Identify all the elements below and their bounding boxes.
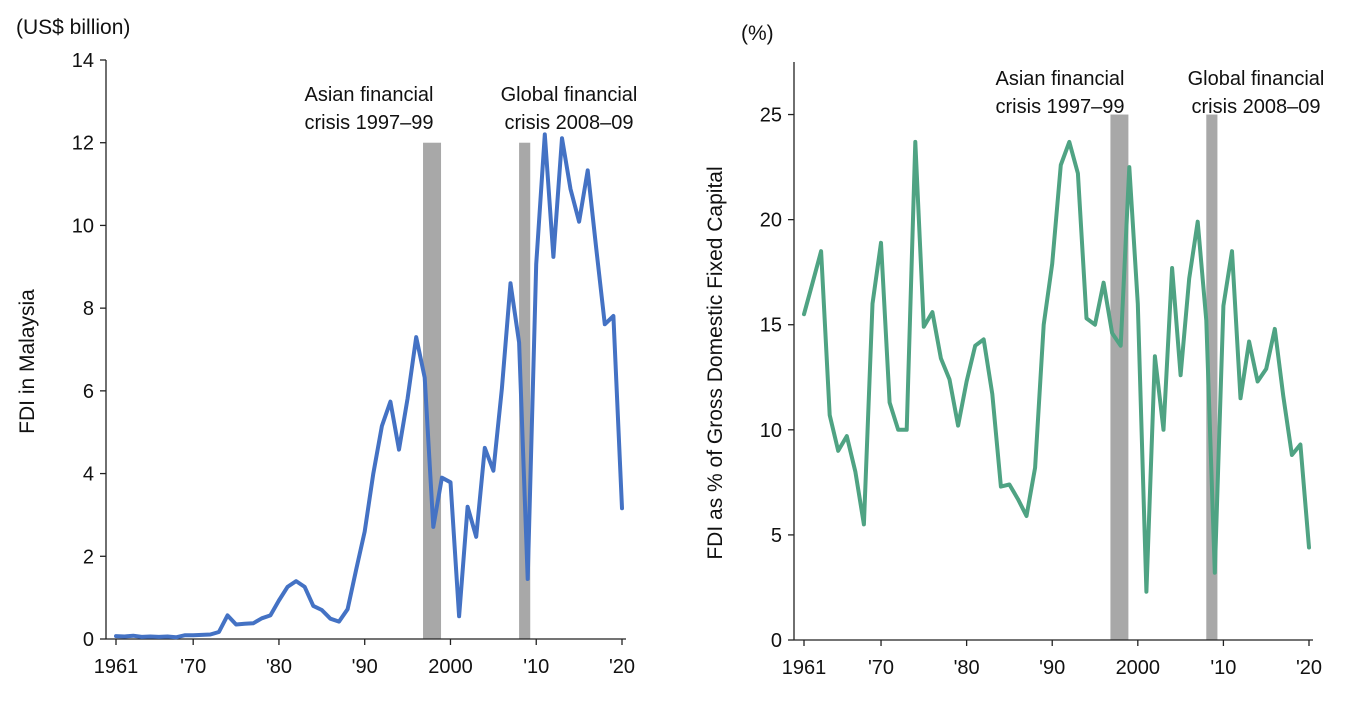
fdi-usd-chart: Asian financial crisis 1997–99 Global fina… <box>16 16 637 678</box>
y-tick-label: 20 <box>760 210 782 232</box>
crisis-label-line1: Global financial <box>501 84 638 106</box>
y-tick-label: 2 <box>83 546 94 568</box>
x-tick-label: '90 <box>1039 657 1065 679</box>
series-line <box>114 132 624 640</box>
fdi-gdfc-percent-chart: Asian financial crisis 1997–99 Global fina… <box>704 22 1324 679</box>
y-tick-label: 10 <box>760 420 782 442</box>
crisis-band-global <box>1206 114 1218 640</box>
y-tick-label: 25 <box>760 105 782 127</box>
unit-label: (%) <box>741 22 774 45</box>
crisis-label-line2: crisis 1997–99 <box>996 96 1125 118</box>
y-tick-label: 12 <box>72 133 94 155</box>
crisis-label-line1: Asian financial <box>996 68 1125 90</box>
y-axis-title: FDI as % of Gross Domestic Fixed Capital <box>704 166 727 559</box>
x-tick-label: '20 <box>1296 657 1322 679</box>
y-tick-label: 15 <box>760 315 782 337</box>
crisis-band-asian <box>1110 114 1129 640</box>
x-tick-label: '70 <box>868 657 894 679</box>
x-tick-label: '80 <box>266 656 292 678</box>
x-tick-label: 1961 <box>782 657 827 679</box>
y-tick-label: 0 <box>83 629 94 651</box>
y-tick-label: 10 <box>72 215 94 237</box>
unit-label: (US$ billion) <box>16 16 130 39</box>
x-tick-label: 1961 <box>94 656 139 678</box>
x-tick-label: 2000 <box>1116 657 1161 679</box>
y-axis-title: FDI in Malaysia <box>16 289 39 434</box>
y-tick-label: 6 <box>83 381 94 403</box>
y-tick-label: 5 <box>771 525 782 547</box>
y-tick-label: 8 <box>83 298 94 320</box>
series-line <box>802 139 1311 594</box>
crisis-label-line1: Global financial <box>1188 68 1325 90</box>
x-tick-label: '10 <box>1210 657 1236 679</box>
x-tick-label: '70 <box>180 656 206 678</box>
crisis-band-global <box>519 142 531 639</box>
x-tick-label: '10 <box>523 656 549 678</box>
y-tick-label: 4 <box>83 464 94 486</box>
x-tick-label: 2000 <box>428 656 473 678</box>
crisis-label-line2: crisis 2008–09 <box>505 112 634 134</box>
y-tick-label: 0 <box>771 630 782 652</box>
y-tick-label: 14 <box>72 50 94 72</box>
x-tick-label: '20 <box>609 656 635 678</box>
x-tick-label: '90 <box>352 656 378 678</box>
crisis-label-line2: crisis 2008–09 <box>1192 96 1321 118</box>
x-tick-label: '80 <box>954 657 980 679</box>
crisis-label-line2: crisis 1997–99 <box>305 112 434 134</box>
crisis-label-line1: Asian financial <box>305 84 434 106</box>
